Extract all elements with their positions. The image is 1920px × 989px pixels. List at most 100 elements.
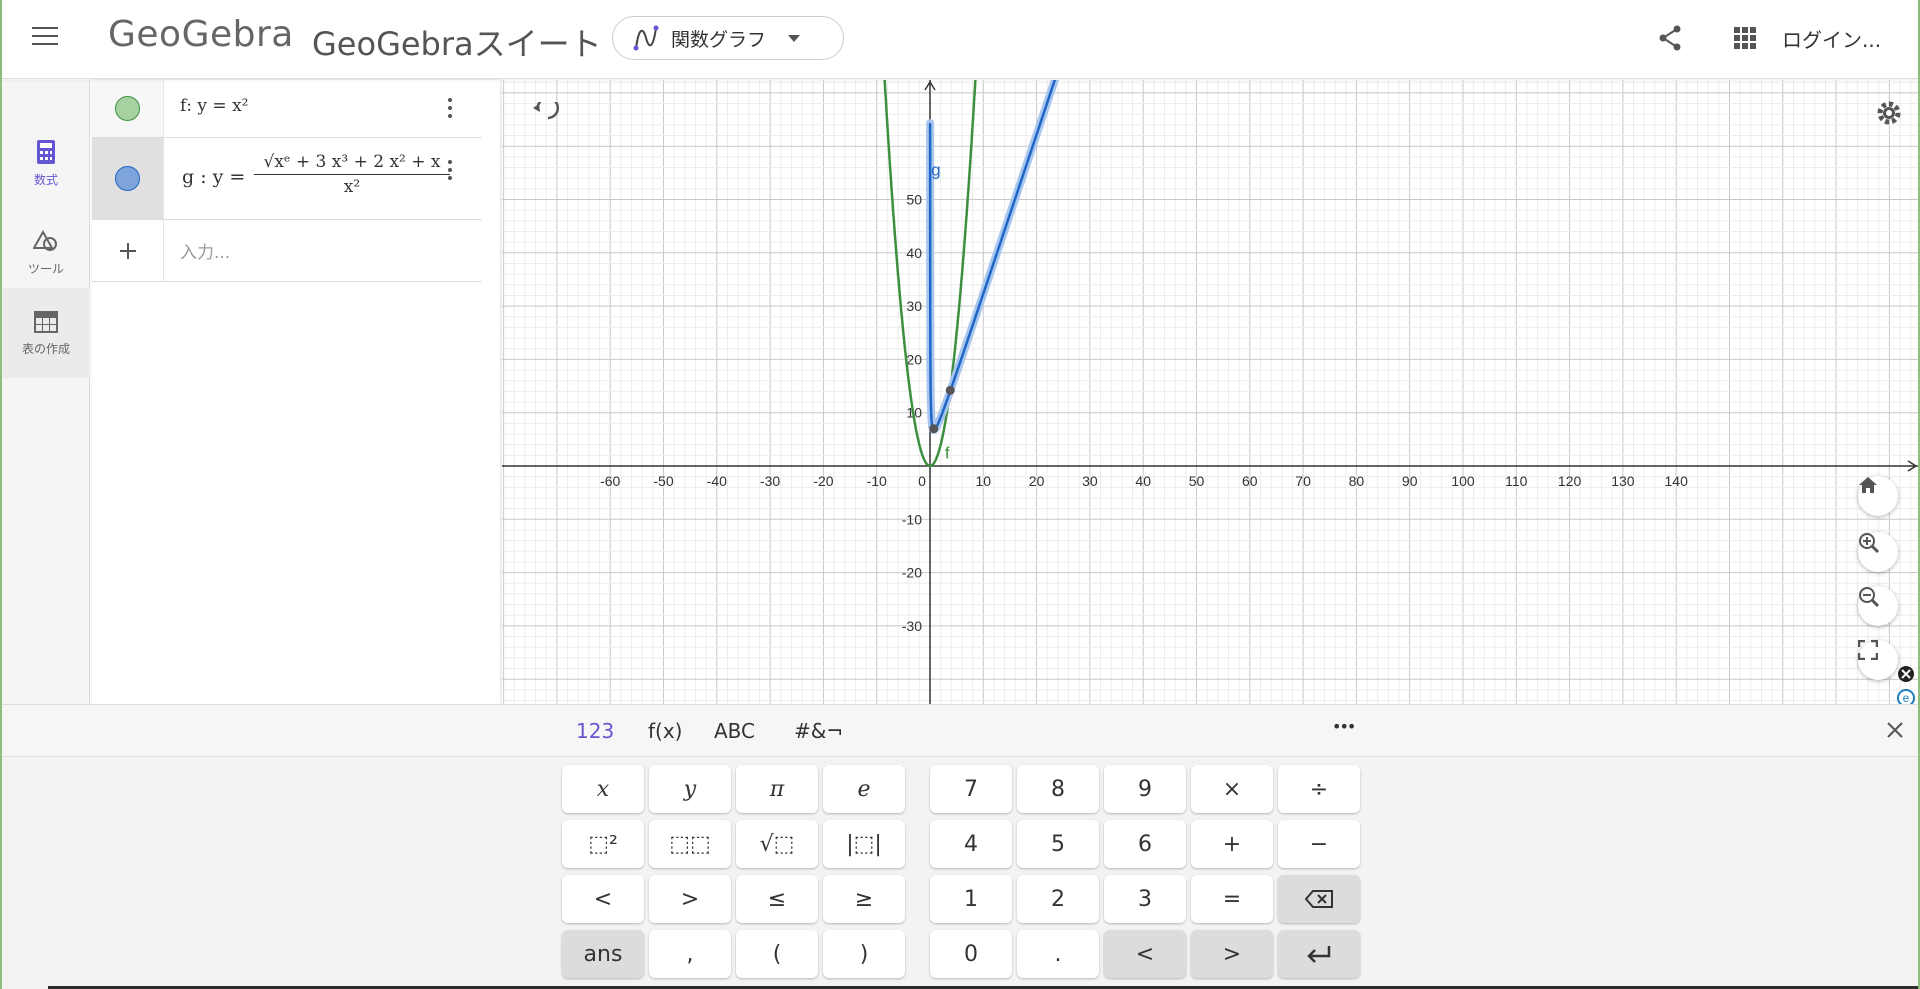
more-options-icon[interactable] — [448, 160, 454, 184]
key-row1_left-1[interactable]: y — [649, 765, 731, 813]
visibility-toggle-g[interactable] — [115, 166, 140, 191]
header: GeoGebra GeoGebraスイート 関数グラフ ログイン... — [2, 0, 1918, 79]
rail-item-tools[interactable]: ツール — [2, 208, 90, 298]
algebra-row-f[interactable]: f: y = x² — [92, 80, 482, 138]
key-row1_right-4[interactable]: ÷ — [1278, 765, 1360, 813]
key-row2_right-2[interactable]: 6 — [1104, 820, 1186, 868]
key-row2_left-3[interactable]: |⬚| — [823, 820, 905, 868]
expression-g-fraction[interactable]: √xᵉ + 3 x³ + 2 x² + x x² — [254, 152, 450, 197]
y-tick-label: -20 — [902, 565, 922, 581]
function-f-label: f — [945, 444, 950, 463]
key-row2_left-0[interactable]: ⬚² — [562, 820, 644, 868]
x-tick-label: -20 — [813, 473, 833, 489]
expression-g-lhs[interactable]: g : y = — [182, 166, 246, 188]
app-selector-label: 関数グラフ — [671, 28, 767, 51]
calculator-icon — [37, 139, 55, 164]
marble-column — [92, 138, 164, 219]
key-row4_right-0[interactable]: 0 — [930, 930, 1012, 978]
undo-icon[interactable] — [532, 102, 562, 126]
enter-key[interactable] — [1278, 930, 1360, 978]
key-row1_right-1[interactable]: 8 — [1017, 765, 1099, 813]
x-tick-label: 30 — [1082, 473, 1098, 489]
key-row2_right-3[interactable]: + — [1191, 820, 1273, 868]
tab-functions[interactable]: f(x) — [648, 719, 683, 743]
key-row4_left-0[interactable]: ans — [562, 930, 644, 978]
tab-symbols[interactable]: #&¬ — [794, 719, 844, 743]
graph-canvas[interactable]: -60 -50 -40 -30 -20 -10 0 10 20 30 40 50 60 70 80 90 100… — [502, 80, 1918, 704]
settings-gear-icon[interactable] — [1874, 98, 1904, 128]
key-row1_right-3[interactable]: × — [1191, 765, 1273, 813]
menu-icon[interactable] — [32, 27, 58, 47]
key-row4_right-1[interactable]: . — [1017, 930, 1099, 978]
apps-grid-icon[interactable] — [1734, 27, 1756, 49]
key-row3_right-3[interactable]: = — [1191, 875, 1273, 923]
more-options-icon[interactable] — [448, 98, 454, 122]
add-column — [92, 220, 164, 281]
expression-f[interactable]: f: y = x² — [180, 96, 249, 116]
zoom-in-button[interactable] — [1858, 532, 1898, 572]
key-row1_left-0[interactable]: x — [562, 765, 644, 813]
close-keyboard-icon[interactable] — [1886, 721, 1904, 739]
key-row1_left-3[interactable]: e — [823, 765, 905, 813]
x-tick-label: 110 — [1505, 473, 1528, 489]
key-row2_left-2[interactable]: √⬚ — [736, 820, 818, 868]
x-tick-label: -30 — [760, 473, 780, 489]
rail-item-tables[interactable]: 表の作成 — [2, 288, 90, 378]
x-tick-label: 120 — [1558, 473, 1582, 489]
key-row3_right-2[interactable]: 3 — [1104, 875, 1186, 923]
y-tick-label: -30 — [902, 618, 922, 634]
key-row4_right-3[interactable]: > — [1191, 930, 1273, 978]
login-button[interactable]: ログイン... — [1782, 28, 1882, 52]
key-row3_left-1[interactable]: > — [649, 875, 731, 923]
key-row2_right-4[interactable]: − — [1278, 820, 1360, 868]
x-tick-label: 50 — [1189, 473, 1205, 489]
algebra-input-placeholder[interactable]: 入力... — [180, 243, 231, 263]
key-row3_right-1[interactable]: 2 — [1017, 875, 1099, 923]
home-button[interactable] — [1858, 476, 1898, 516]
key-row2_right-0[interactable]: 4 — [930, 820, 1012, 868]
key-row4_left-3[interactable]: ) — [823, 930, 905, 978]
zoom-out-button[interactable] — [1858, 586, 1898, 626]
algebra-input-row[interactable]: 入力... — [92, 220, 482, 282]
chevron-down-icon — [788, 34, 801, 42]
x-tick-label: 100 — [1451, 473, 1475, 489]
key-row4_right-2[interactable]: < — [1104, 930, 1186, 978]
key-row3_left-3[interactable]: ≥ — [823, 875, 905, 923]
key-row2_right-1[interactable]: 5 — [1017, 820, 1099, 868]
x-tick-label: -40 — [707, 473, 727, 489]
key-row1_right-0[interactable]: 7 — [930, 765, 1012, 813]
extension-e-icon[interactable]: e — [1896, 688, 1916, 708]
backspace-key[interactable] — [1278, 875, 1360, 923]
marble-column — [92, 80, 164, 137]
close-circle-icon[interactable] — [1896, 664, 1916, 684]
x-tick-label: 40 — [1135, 473, 1151, 489]
algebra-view: f: y = x² g : y = √xᵉ + 3 x³ + 2 x² + x … — [92, 80, 580, 704]
visibility-toggle-f[interactable] — [115, 96, 140, 121]
key-row3_left-0[interactable]: < — [562, 875, 644, 923]
rail-item-algebra[interactable]: 数式 — [2, 118, 90, 208]
key-row2_left-1[interactable]: ⬚⬚ — [649, 820, 731, 868]
x-tick-label: 70 — [1295, 473, 1311, 489]
key-row1_right-2[interactable]: 9 — [1104, 765, 1186, 813]
key-row1_left-2[interactable]: π — [736, 765, 818, 813]
key-row3_right-0[interactable]: 1 — [930, 875, 1012, 923]
algebra-row-g[interactable]: g : y = √xᵉ + 3 x³ + 2 x² + x x² — [92, 138, 482, 220]
tab-abc[interactable]: ABC — [714, 719, 756, 743]
plus-icon[interactable] — [118, 241, 138, 261]
suite-title: GeoGebraスイート — [312, 25, 602, 63]
y-tick-label: 20 — [906, 351, 922, 367]
app-selector[interactable]: 関数グラフ — [612, 16, 844, 60]
x-tick-label: 130 — [1611, 473, 1635, 489]
key-row3_left-2[interactable]: ≤ — [736, 875, 818, 923]
share-icon[interactable] — [1658, 24, 1682, 52]
graphics-view[interactable]: -60 -50 -40 -30 -20 -10 0 10 20 30 40 50 60 70 80 90 100… — [502, 80, 1918, 704]
key-row4_left-1[interactable]: , — [649, 930, 731, 978]
rail-label-tables: 表の作成 — [21, 341, 70, 356]
more-icon[interactable]: ••• — [1332, 717, 1356, 736]
key-row4_left-2[interactable]: ( — [736, 930, 818, 978]
fullscreen-button[interactable] — [1858, 640, 1898, 680]
tab-123[interactable]: 123 — [576, 719, 615, 743]
x-tick-label: -60 — [600, 473, 620, 489]
zoom-in-icon — [1859, 533, 1880, 554]
x-tick-label: 140 — [1665, 473, 1689, 489]
